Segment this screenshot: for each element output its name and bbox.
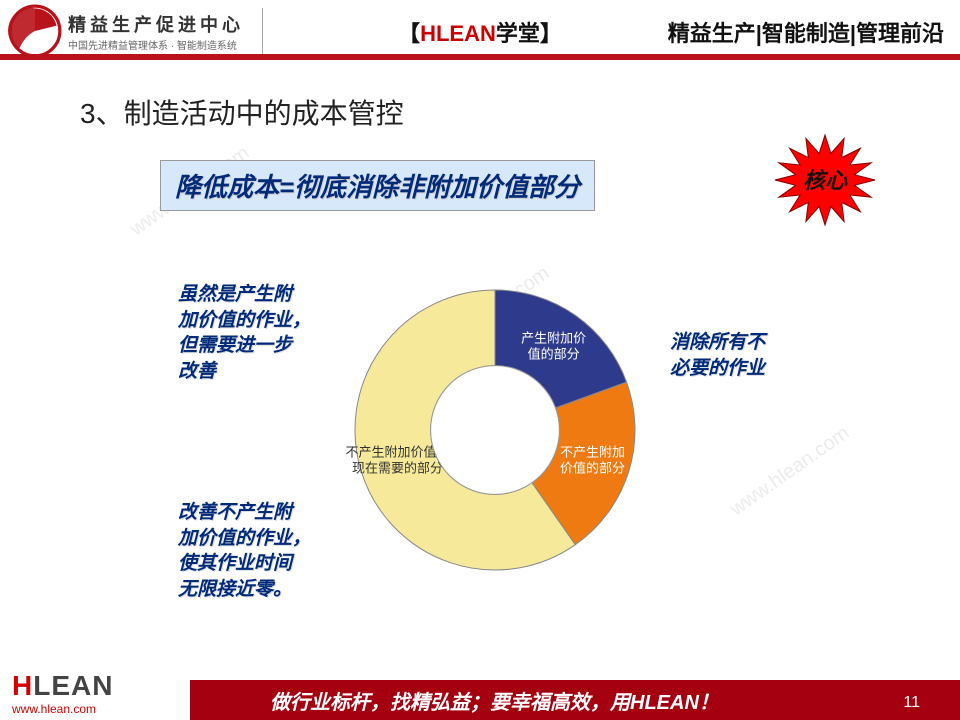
slide-header: 精益生产促进中心 中国先进精益管理体系 · 智能制造系统 【HLEAN学堂】 精…: [0, 0, 960, 60]
logo-block: 精益生产促进中心 中国先进精益管理体系 · 智能制造系统: [8, 4, 244, 58]
header-right: 精益生产|智能制造|管理前沿: [668, 16, 944, 48]
donut-chart: 产生附加价值的部分不产生附加价值的部分不产生附加价值但现在需要的部分: [345, 280, 645, 580]
starburst-badge: 核心: [760, 130, 890, 230]
slide-footer: HLEAN www.hlean.com 做行业标杆，找精弘益；要幸福高效，用HL…: [0, 666, 960, 720]
footer-logo-h: H: [12, 670, 33, 701]
callout-top-left: 虽然是产生附加价值的作业，但需要进一步改善: [178, 282, 311, 385]
footer-logo-rest: LEAN: [33, 670, 113, 701]
callout-top-right: 消除所有不必要的作业: [670, 330, 765, 381]
brand-logo-icon: [8, 4, 62, 58]
footer-logo: HLEAN: [12, 670, 113, 702]
header-center: 【HLEAN学堂】: [398, 16, 562, 48]
cost-banner: 降低成本=彻底消除非附加价值部分: [160, 160, 595, 211]
logo-title: 精益生产促进中心: [68, 11, 244, 37]
starburst-label: 核心: [803, 168, 848, 193]
callout-bottom-left: 改善不产生附加价值的作业，使其作业时间无限接近零。: [178, 500, 311, 603]
donut-label-no_value: 不产生附加价值的部分: [560, 445, 625, 476]
donut-label-value_add: 产生附加价值的部分: [521, 330, 586, 361]
header-center-prefix: 【: [398, 21, 420, 46]
slide-title: 3、制造活动中的成本管控: [80, 92, 404, 132]
watermark: www.hlean.com: [726, 422, 854, 521]
header-center-brand: HLEAN: [420, 21, 496, 46]
logo-subtitle: 中国先进精益管理体系 · 智能制造系统: [68, 37, 244, 52]
header-center-rest: 学堂】: [496, 21, 562, 46]
header-divider: [262, 8, 263, 54]
page-number: 11: [903, 694, 920, 712]
footer-bar: 做行业标杆，找精弘益；要幸福高效，用HLEAN！: [190, 680, 960, 720]
footer-url: www.hlean.com: [12, 702, 113, 716]
